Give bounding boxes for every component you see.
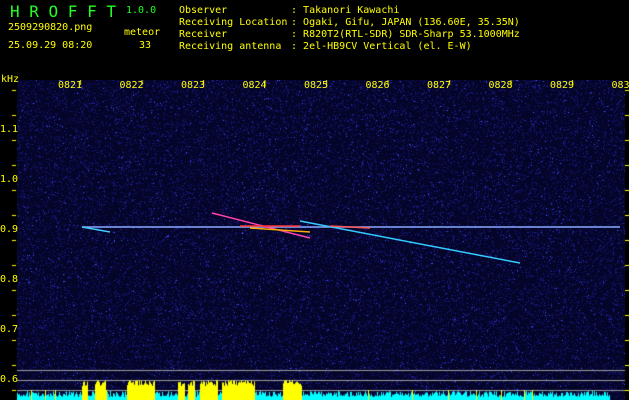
y-tick-label: 0.8 bbox=[0, 274, 18, 286]
y-tick-label: 0.7 bbox=[0, 324, 18, 336]
y-tick-label: 0.6 bbox=[0, 374, 18, 386]
x-tick-label: 0826 bbox=[366, 80, 390, 92]
y-tick-label: 1.0 bbox=[0, 174, 18, 186]
x-tick-label: 0823 bbox=[181, 80, 205, 92]
y-tick-label: 1.1 bbox=[0, 124, 18, 136]
x-tick-label: 0829 bbox=[550, 80, 574, 92]
x-tick-label: 0828 bbox=[489, 80, 513, 92]
x-tick-label: 0830 bbox=[612, 80, 629, 92]
x-tick-label: 0822 bbox=[120, 80, 144, 92]
meteor-trace bbox=[250, 228, 310, 232]
x-tick-label: 0825 bbox=[304, 80, 328, 92]
y-tick-label: 0.9 bbox=[0, 224, 18, 236]
x-tick-label: 0824 bbox=[243, 80, 267, 92]
x-tick-label: 0821 bbox=[58, 80, 82, 92]
y-axis-unit: kHz bbox=[1, 74, 19, 86]
x-tick-label: 0827 bbox=[427, 80, 451, 92]
